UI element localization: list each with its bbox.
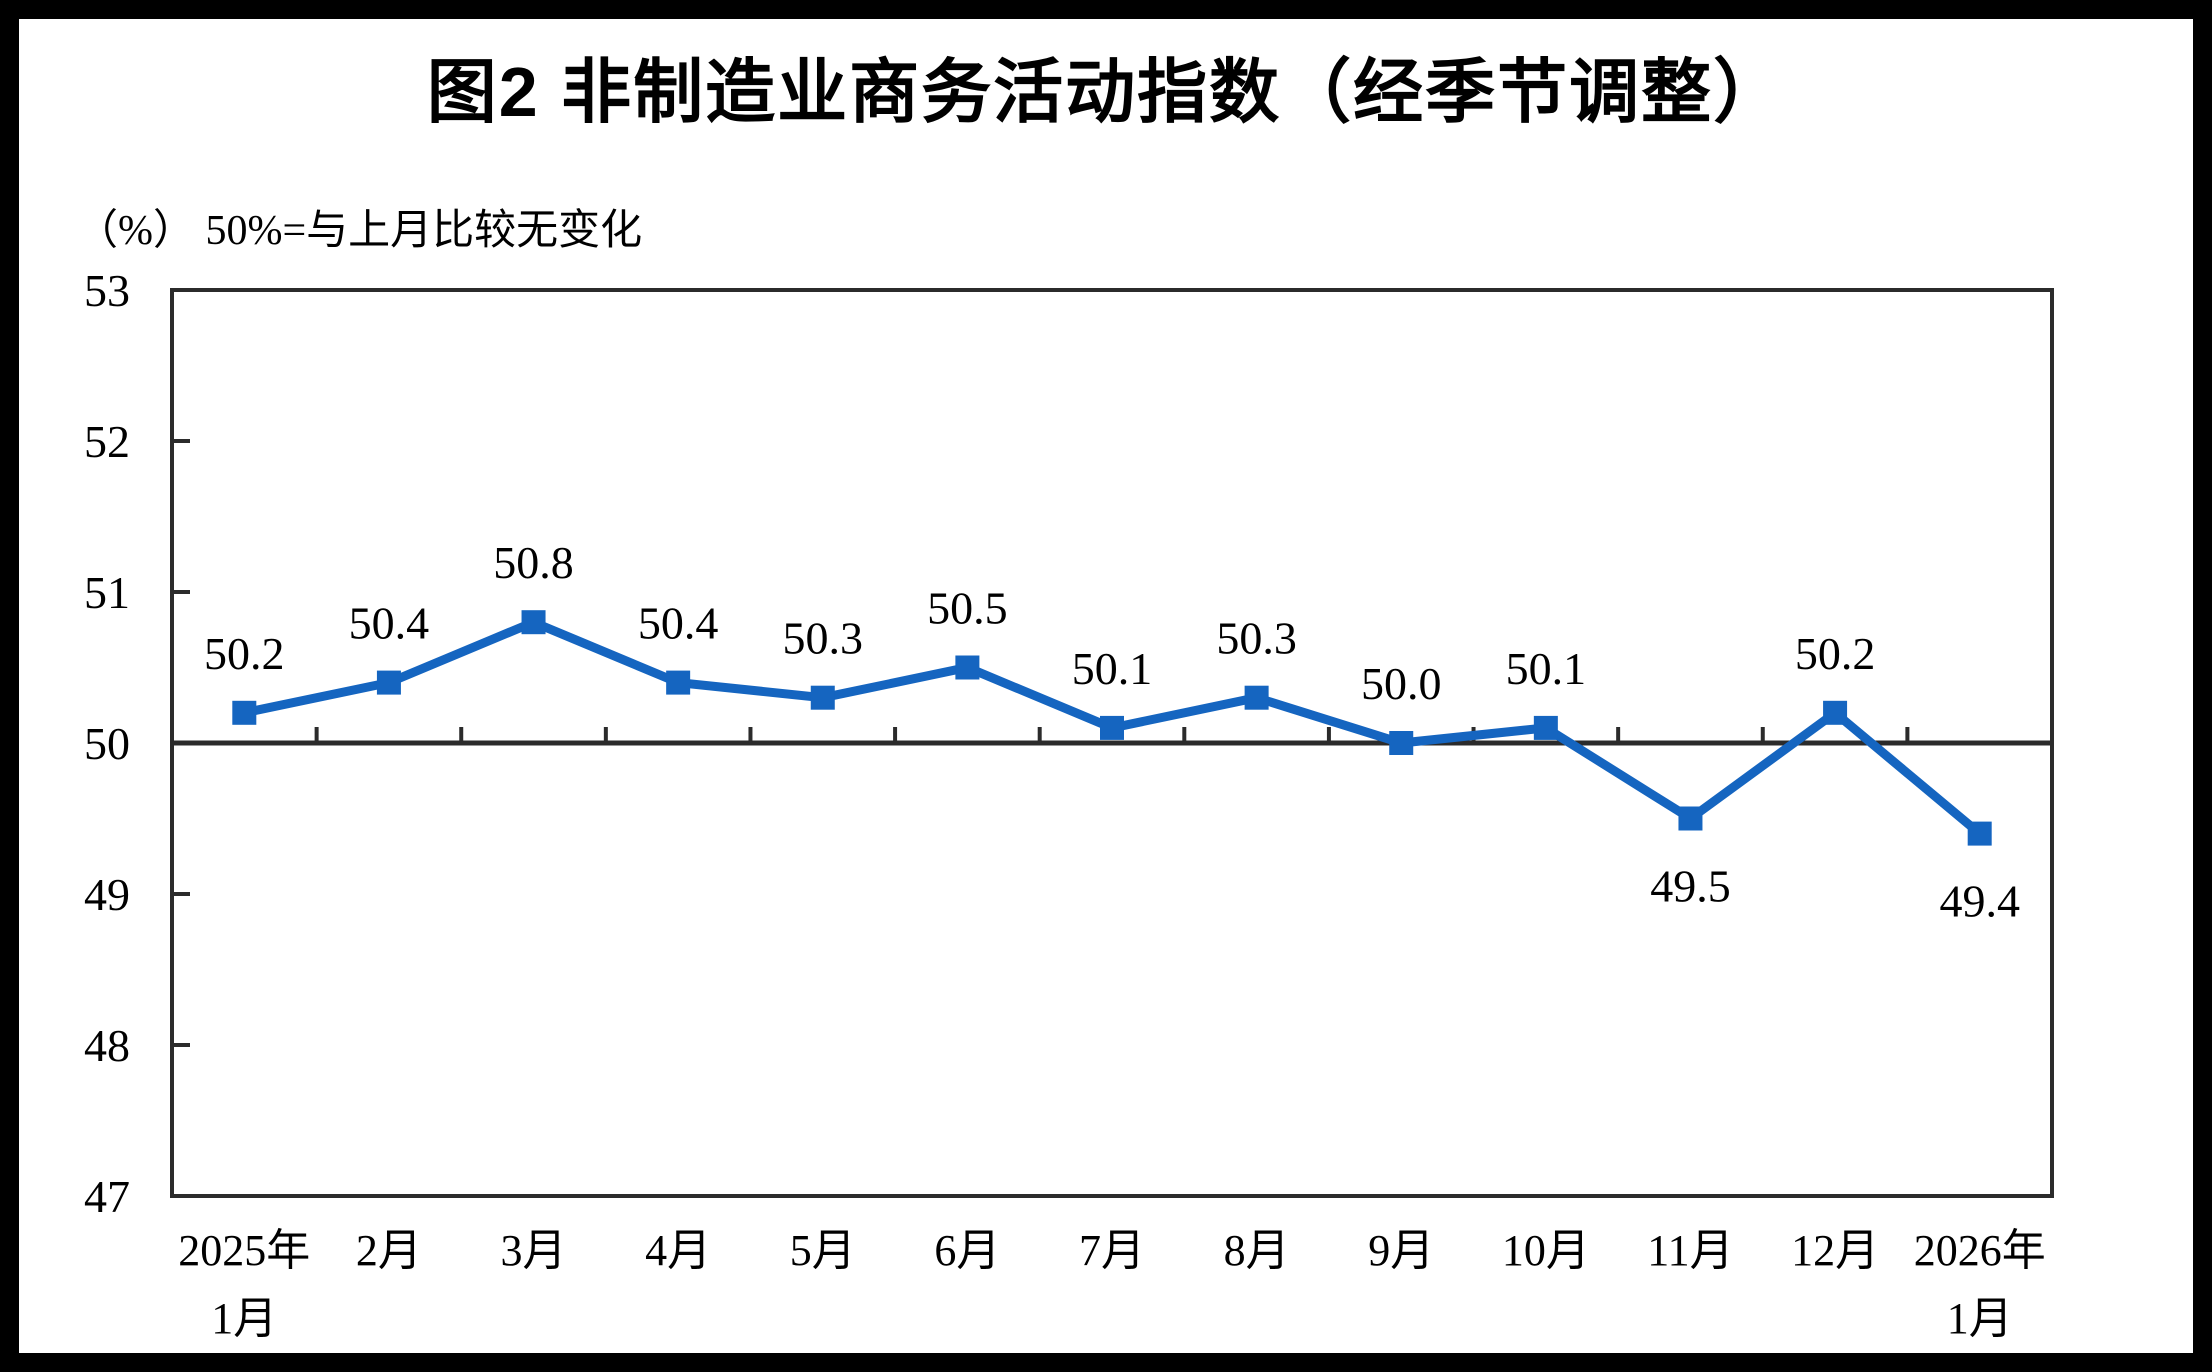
data-label: 50.4 — [638, 598, 719, 649]
y-axis-tick-label: 52 — [84, 416, 130, 467]
data-label: 50.0 — [1361, 658, 1442, 709]
data-point-marker — [376, 670, 401, 695]
data-label: 50.2 — [1795, 628, 1876, 679]
x-axis-tick-label: 1月 — [1947, 1294, 2013, 1343]
x-axis-tick-label: 10月 — [1502, 1226, 1590, 1275]
x-axis-tick-label: 2月 — [356, 1226, 422, 1275]
data-point-marker — [1389, 731, 1414, 755]
data-point-marker — [666, 670, 691, 695]
data-point-marker — [1678, 806, 1703, 831]
x-axis-tick-label: 12月 — [1791, 1226, 1879, 1275]
data-point-marker — [1823, 700, 1848, 725]
x-axis-tick-label: 3月 — [501, 1226, 567, 1275]
data-label: 50.2 — [204, 628, 285, 679]
data-point-marker — [232, 700, 257, 725]
y-axis-unit-note: （%） 50%=与上月比较无变化 — [76, 208, 643, 254]
data-label: 50.3 — [1216, 613, 1297, 664]
x-axis-tick-label: 6月 — [934, 1226, 1000, 1275]
x-axis-tick-label: 5月 — [790, 1226, 856, 1275]
data-label: 49.4 — [1939, 876, 2020, 927]
data-label: 50.3 — [783, 613, 864, 664]
x-axis-tick-label: 2025年 — [178, 1226, 310, 1275]
data-label: 49.5 — [1650, 861, 1731, 912]
data-point-marker — [1244, 685, 1269, 710]
x-axis-tick-label: 7月 — [1079, 1226, 1145, 1275]
chart-title: 图2 非制造业商务活动指数（经季节调整） — [426, 53, 1786, 131]
y-axis-tick-label: 48 — [84, 1020, 130, 1071]
x-axis-tick-label: 11月 — [1647, 1226, 1733, 1275]
data-label: 50.8 — [493, 537, 574, 588]
data-label: 50.5 — [927, 583, 1008, 634]
data-point-marker — [1533, 715, 1558, 740]
y-axis-tick-label: 51 — [84, 567, 130, 618]
x-axis-tick-label: 2026年 — [1914, 1226, 2046, 1275]
data-point-marker — [1100, 715, 1124, 740]
data-point-marker — [521, 610, 546, 635]
data-label: 50.1 — [1072, 643, 1153, 694]
data-label: 50.1 — [1506, 643, 1587, 694]
y-axis-tick-label: 47 — [84, 1171, 130, 1222]
data-point-marker — [810, 685, 835, 710]
x-axis-tick-label: 9月 — [1368, 1226, 1434, 1275]
x-axis-tick-label: 8月 — [1224, 1226, 1290, 1275]
y-axis-tick-label: 53 — [84, 265, 130, 316]
x-axis-tick-label: 1月 — [211, 1294, 277, 1343]
y-axis-tick-label: 50 — [84, 718, 130, 769]
x-axis-tick-label: 4月 — [645, 1226, 711, 1275]
data-label: 50.4 — [349, 598, 430, 649]
data-point-marker — [955, 655, 980, 680]
data-point-marker — [1967, 821, 1992, 846]
y-axis-tick-label: 49 — [84, 869, 130, 920]
